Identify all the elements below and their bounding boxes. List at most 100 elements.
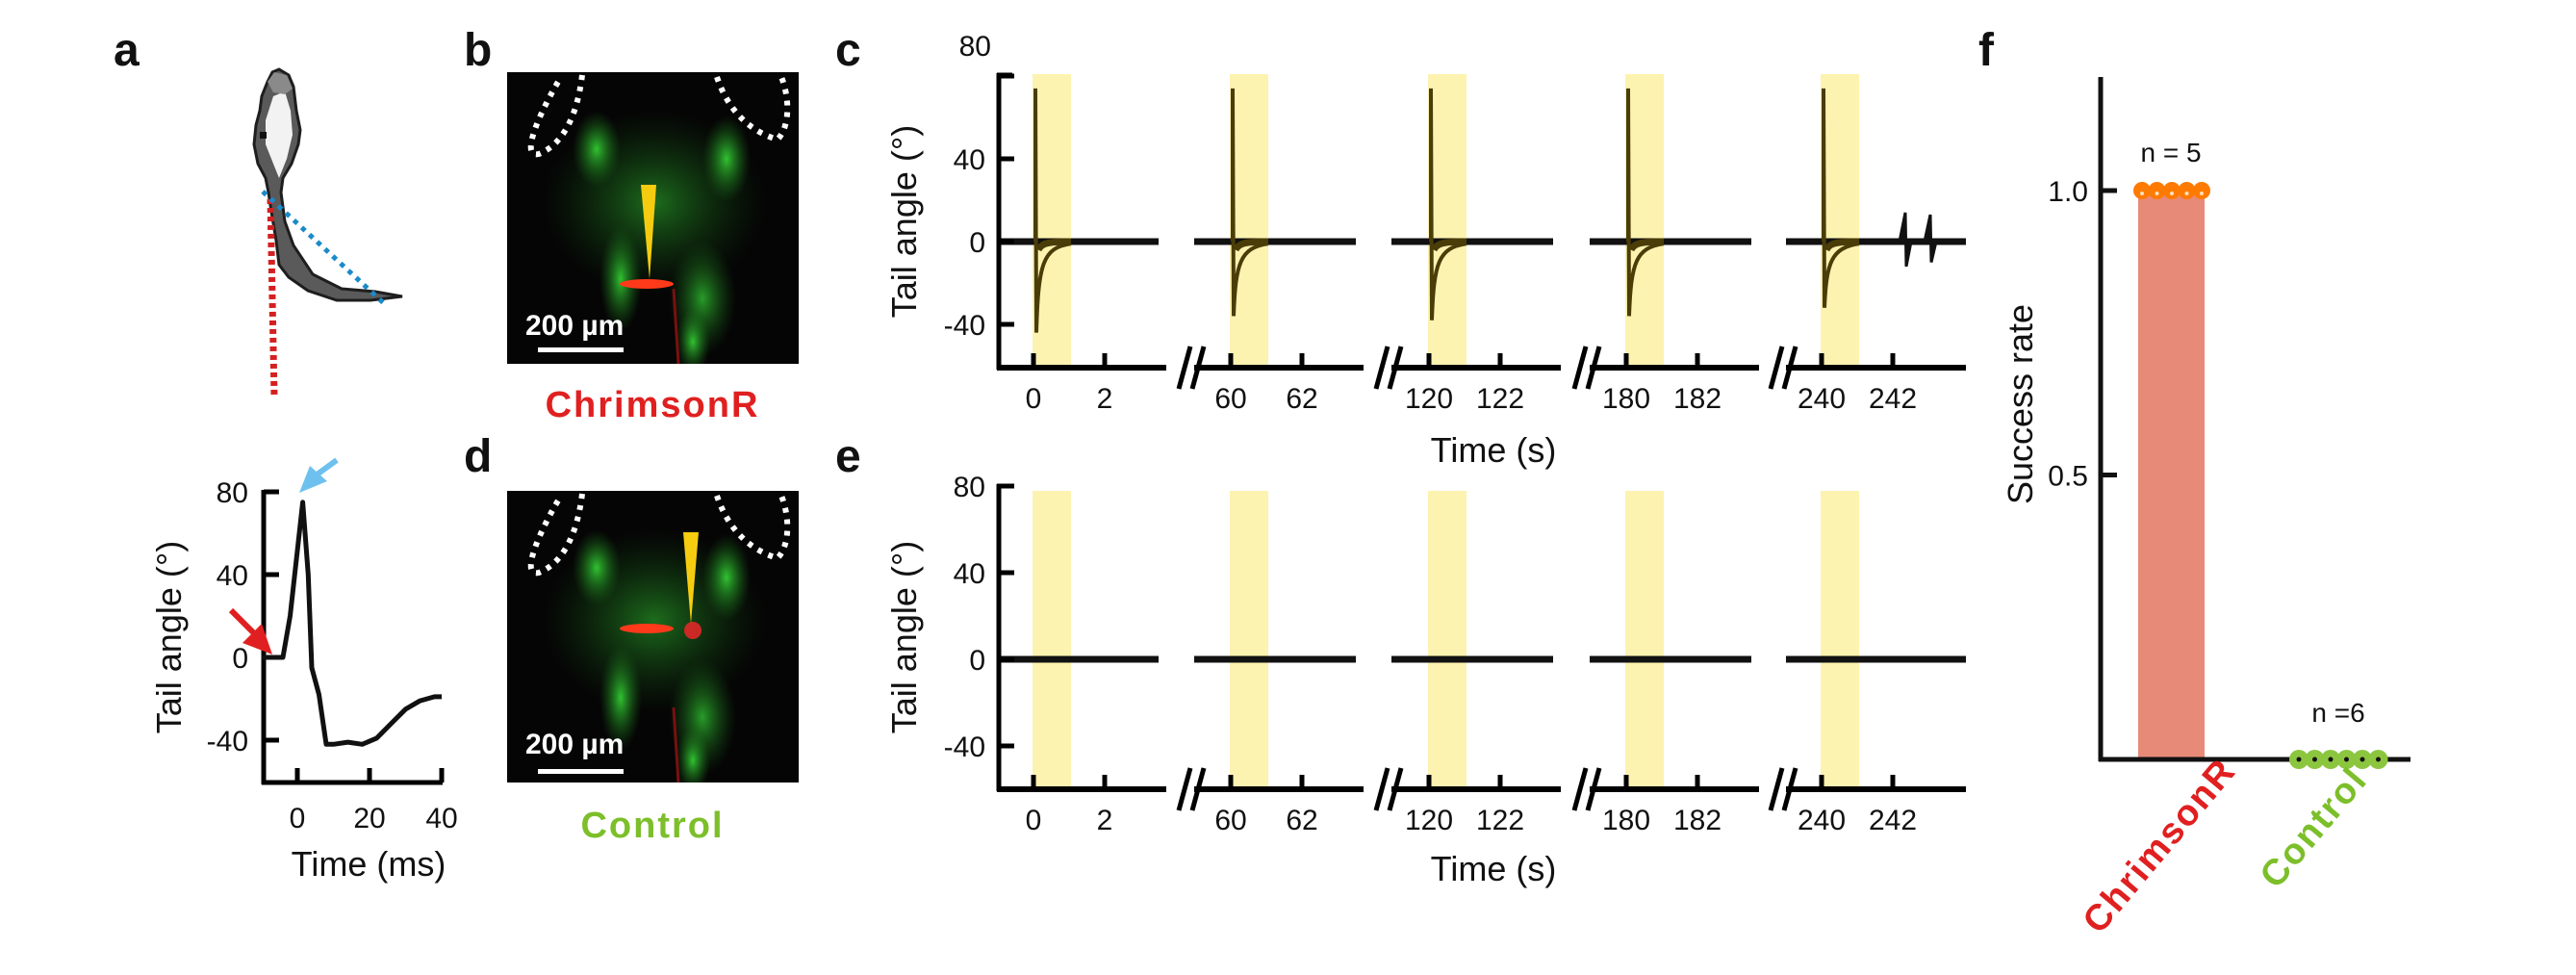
panel-letter-f: f	[1978, 25, 1995, 76]
e-y-label: Tail angle (°)	[884, 541, 924, 733]
a-x-tick-label: 20	[353, 803, 385, 834]
c-x-tick-label: 0	[1026, 383, 1042, 415]
c-x-label: Time (s)	[1431, 430, 1557, 470]
c-x-tick-label: 122	[1476, 383, 1524, 415]
c-x-tick-label: 60	[1214, 383, 1246, 415]
b-yellow-pointer	[641, 185, 656, 279]
a-arrow-blue	[299, 457, 339, 493]
f-y-tick-label: 0.5	[2048, 461, 2088, 493]
panel-letter-c: c	[835, 25, 861, 76]
b-dotted-outline-right	[714, 75, 791, 143]
e-x-tick-label: 182	[1673, 805, 1722, 836]
f-point-center-control	[2376, 757, 2381, 762]
e-stimulus-band	[1625, 491, 1664, 789]
f-point-chrimsonr	[2148, 182, 2166, 199]
midline-red-dotted	[267, 198, 278, 398]
e-y-tick-label: 40	[954, 558, 985, 590]
d-scale-bar	[538, 769, 624, 774]
f-point-chrimsonr	[2163, 182, 2181, 199]
e-axis-break	[1768, 767, 1785, 811]
chart-f: 1.0 0.5 n = 5 n =6 Success rate ChrimsonR…	[2001, 77, 2410, 941]
f-point-center-chrimsonr	[2200, 192, 2204, 195]
e-x-tick-label: 60	[1214, 805, 1246, 836]
e-x-tick-label: 0	[1026, 805, 1042, 836]
e-x-tick-label: 122	[1476, 805, 1524, 836]
c-x-tick-label: 182	[1673, 383, 1722, 415]
f-point-center-chrimsonr	[2155, 192, 2159, 195]
e-y-tick-label: 80	[954, 472, 985, 503]
panel-letter-e: e	[835, 431, 861, 482]
fish-head-highlight	[266, 91, 293, 178]
tail-line-blue-dotted	[261, 190, 389, 308]
b-dotted-outline-left	[527, 74, 585, 158]
c-y-tick-label: -40	[944, 310, 985, 342]
e-y-tick-label: -40	[944, 731, 985, 763]
e-axis-break	[1781, 767, 1798, 811]
c-trace-response	[1033, 88, 1072, 333]
a-arrow-red	[228, 607, 272, 654]
e-x-tick-label: 242	[1869, 805, 1917, 836]
e-stimulus-band	[1033, 491, 1071, 789]
panel-letter-d: d	[464, 431, 492, 482]
c-trace-response-band	[1034, 238, 1072, 252]
c-x-tick-label: 180	[1602, 383, 1650, 415]
fish-illustration	[252, 67, 403, 398]
e-x-label: Time (s)	[1431, 849, 1557, 888]
e-x-tick-label: 120	[1405, 805, 1453, 836]
a-x-tick-label: 0	[290, 803, 306, 834]
image-b-chrimsonr: 200 µm	[507, 72, 799, 364]
e-stimulus-band	[1428, 491, 1467, 789]
f-point-center-control	[2344, 757, 2349, 762]
f-category-chrimsonr: ChrimsonR	[2076, 751, 2244, 941]
f-point-center-control	[2312, 757, 2317, 762]
e-axis-break	[1176, 767, 1193, 811]
c-axis-break	[1176, 346, 1193, 390]
c-trace-response-band	[1627, 238, 1665, 252]
condition-label-control: Control	[580, 806, 724, 846]
c-axis-break	[1781, 346, 1798, 390]
c-x-tick-label: 240	[1798, 383, 1846, 415]
f-point-center-chrimsonr	[2184, 192, 2189, 195]
f-category-control: Control	[2253, 760, 2376, 896]
c-y-tick-label: 40	[954, 144, 985, 176]
c-x-tick-label: 120	[1405, 383, 1453, 415]
panel-letter-a: a	[114, 25, 140, 76]
c-y-tick-label: 80	[959, 31, 991, 63]
chart-a: 80 40 0 -40 0 20 40 Tail angle (°) Time (ms)	[149, 457, 458, 884]
c-axis-break	[1387, 346, 1404, 390]
c-axis-break	[1571, 346, 1589, 390]
c-x-tick-label: 62	[1286, 383, 1317, 415]
fish-head-top	[268, 72, 293, 94]
d-dotted-outline-right	[714, 494, 791, 562]
panel-letter-b: b	[464, 25, 492, 76]
c-axis-break	[1585, 346, 1602, 390]
f-point-chrimsonr	[2133, 182, 2151, 199]
f-point-center-chrimsonr	[2170, 192, 2174, 195]
f-point-center-control	[2359, 757, 2365, 762]
c-trace-response	[1429, 88, 1467, 321]
condition-label-chrimsonr: ChrimsonR	[546, 385, 760, 425]
f-point-center-control	[2328, 757, 2334, 762]
c-trace-response-band	[1430, 238, 1467, 252]
e-x-tick-label: 2	[1097, 805, 1113, 836]
e-axis-break	[1387, 767, 1404, 811]
c-stimulus-band	[1428, 74, 1467, 368]
f-point-chrimsonr	[2178, 182, 2196, 199]
c-stimulus-band	[1821, 74, 1859, 368]
c-trace-response	[1822, 88, 1860, 308]
f-y-tick-label: 1.0	[2048, 176, 2088, 208]
a-y-tick-label: 80	[217, 477, 248, 509]
chart-e: 80 40 0 -40 0 2 60 62 120 122 180 182 240 242 Tail a…	[884, 472, 1966, 888]
c-stimulus-band	[1625, 74, 1664, 368]
b-scale-bar-label: 200 µm	[525, 310, 624, 342]
c-x-tick-label: 242	[1869, 383, 1917, 415]
c-trace-burst	[1923, 214, 1938, 263]
c-trace-burst	[1898, 212, 1913, 268]
e-axis-break	[1585, 767, 1602, 811]
f-n-label-control: n =6	[2311, 698, 2364, 728]
e-x-tick-label: 62	[1286, 805, 1317, 836]
f-n-label-chrimsonr: n = 5	[2140, 138, 2201, 167]
a-y-tick-label: 0	[232, 643, 248, 675]
d-yellow-pointer	[683, 532, 699, 624]
a-trace-line	[261, 500, 442, 747]
